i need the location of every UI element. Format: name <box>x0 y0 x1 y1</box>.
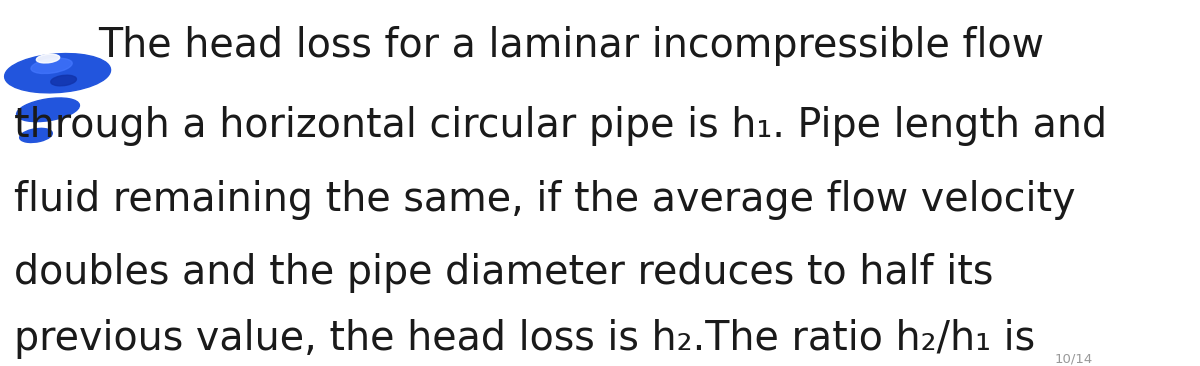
Ellipse shape <box>19 128 53 142</box>
Ellipse shape <box>5 53 110 93</box>
Text: through a horizontal circular pipe is h₁. Pipe length and: through a horizontal circular pipe is h₁… <box>14 107 1108 146</box>
Text: 10/14: 10/14 <box>1055 353 1093 366</box>
Ellipse shape <box>31 58 72 74</box>
Ellipse shape <box>36 54 60 63</box>
Text: previous value, the head loss is h₂.The ratio h₂/h₁ is: previous value, the head loss is h₂.The … <box>14 319 1036 359</box>
Ellipse shape <box>50 75 77 86</box>
Text: The head loss for a laminar incompressible flow: The head loss for a laminar incompressib… <box>98 26 1044 66</box>
Text: doubles and the pipe diameter reduces to half its: doubles and the pipe diameter reduces to… <box>14 253 994 293</box>
Text: fluid remaining the same, if the average flow velocity: fluid remaining the same, if the average… <box>14 180 1076 220</box>
Ellipse shape <box>17 98 79 122</box>
